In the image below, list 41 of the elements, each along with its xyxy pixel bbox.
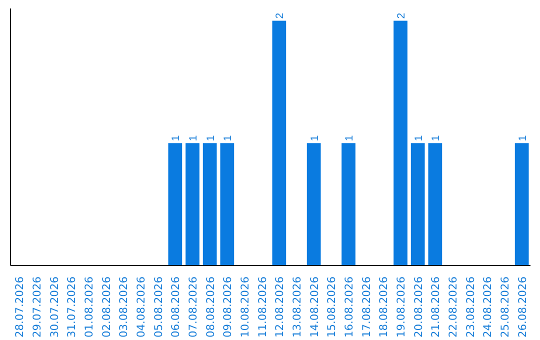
x-tick-label: 10.08.2026 [238, 276, 252, 338]
data-label: 1 [308, 135, 321, 142]
x-tick-label: 26.08.2026 [516, 276, 529, 338]
x-tick-label: 11.08.2026 [256, 276, 269, 338]
x-tick-label: 08.08.2026 [204, 276, 217, 338]
x-tick-label: 05.08.2026 [152, 276, 165, 338]
x-tick-label: 31.07.2026 [65, 276, 78, 338]
x-tick-label: 07.08.2026 [186, 276, 200, 338]
data-label: 1 [412, 135, 425, 142]
x-tick-label: 28.07.2026 [13, 276, 26, 338]
x-tick-label: 20.08.2026 [412, 276, 425, 338]
x-tick-label: 22.08.2026 [446, 276, 460, 338]
data-label: 1 [516, 135, 529, 142]
data-label: 2 [396, 12, 408, 19]
data-label: 1 [222, 135, 234, 142]
x-tick-label: 14.08.2026 [308, 276, 321, 338]
x-tick-label: 06.08.2026 [169, 276, 182, 338]
x-tick-label: 19.08.2026 [394, 276, 408, 338]
data-label: 1 [170, 135, 182, 142]
x-tick-label: 17.08.2026 [360, 276, 373, 338]
x-tick-label: 03.08.2026 [117, 276, 130, 338]
x-tick-label: 29.07.2026 [30, 276, 44, 338]
x-tick-label: 23.08.2026 [464, 276, 477, 338]
x-tick-label: 24.08.2026 [481, 276, 494, 338]
x-tick-label: 01.08.2026 [82, 276, 96, 338]
x-tick-label: 13.08.2026 [290, 276, 304, 338]
data-label: 1 [430, 135, 442, 142]
data-label: 2 [274, 12, 286, 19]
x-tick-label: 09.08.2026 [221, 276, 234, 338]
data-label: 1 [344, 135, 356, 142]
x-tick-label: 12.08.2026 [273, 276, 286, 338]
x-tick-label: 25.08.2026 [498, 276, 512, 338]
x-tick-label: 30.07.2026 [48, 276, 61, 338]
x-tick-label: 21.08.2026 [429, 276, 442, 338]
data-label: 1 [204, 135, 217, 142]
x-tick-label: 04.08.2026 [134, 276, 148, 338]
x-tick-label: 18.08.2026 [377, 276, 390, 338]
x-tick-label: 02.08.2026 [100, 276, 113, 338]
data-label: 1 [188, 135, 200, 142]
x-tick-label: 16.08.2026 [342, 276, 356, 338]
x-tick-label: 15.08.2026 [325, 276, 338, 338]
